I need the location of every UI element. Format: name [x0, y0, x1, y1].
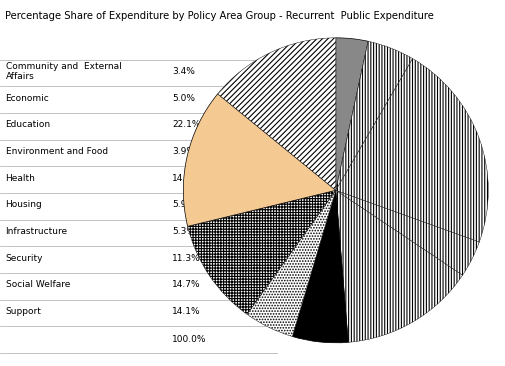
Text: Infrastructure: Infrastructure	[6, 227, 68, 236]
Wedge shape	[292, 190, 348, 343]
Text: 14.1%: 14.1%	[172, 307, 201, 316]
Wedge shape	[183, 94, 336, 227]
Text: 5.9%: 5.9%	[172, 201, 195, 209]
Text: Housing: Housing	[6, 201, 42, 209]
Text: 3.4%: 3.4%	[172, 67, 195, 76]
Text: Community and  External
Affairs: Community and External Affairs	[6, 62, 121, 81]
Text: Percentage Share of Expenditure by Policy Area Group - Recurrent  Public Expendi: Percentage Share of Expenditure by Polic…	[5, 11, 434, 21]
Text: 11.3%: 11.3%	[172, 254, 201, 263]
Text: 100.0%: 100.0%	[172, 335, 207, 344]
Text: Security: Security	[6, 254, 43, 263]
Wedge shape	[218, 38, 336, 190]
Wedge shape	[247, 190, 336, 336]
Text: Health: Health	[6, 174, 35, 183]
Text: 3.9%: 3.9%	[172, 147, 195, 156]
Text: Social Welfare: Social Welfare	[6, 280, 70, 290]
Wedge shape	[336, 41, 413, 190]
Wedge shape	[336, 190, 479, 275]
Wedge shape	[336, 190, 463, 342]
Wedge shape	[336, 38, 368, 190]
Text: Support: Support	[6, 307, 41, 316]
Wedge shape	[188, 190, 336, 314]
Text: 14.7%: 14.7%	[172, 280, 201, 290]
Text: Economic: Economic	[6, 94, 49, 103]
Wedge shape	[336, 59, 488, 242]
Text: Education: Education	[6, 120, 51, 130]
Text: 14.3%: 14.3%	[172, 174, 201, 183]
Text: 5.3%: 5.3%	[172, 227, 195, 236]
Text: 22.1%: 22.1%	[172, 120, 200, 130]
Text: Environment and Food: Environment and Food	[6, 147, 108, 156]
Text: 5.0%: 5.0%	[172, 94, 195, 103]
